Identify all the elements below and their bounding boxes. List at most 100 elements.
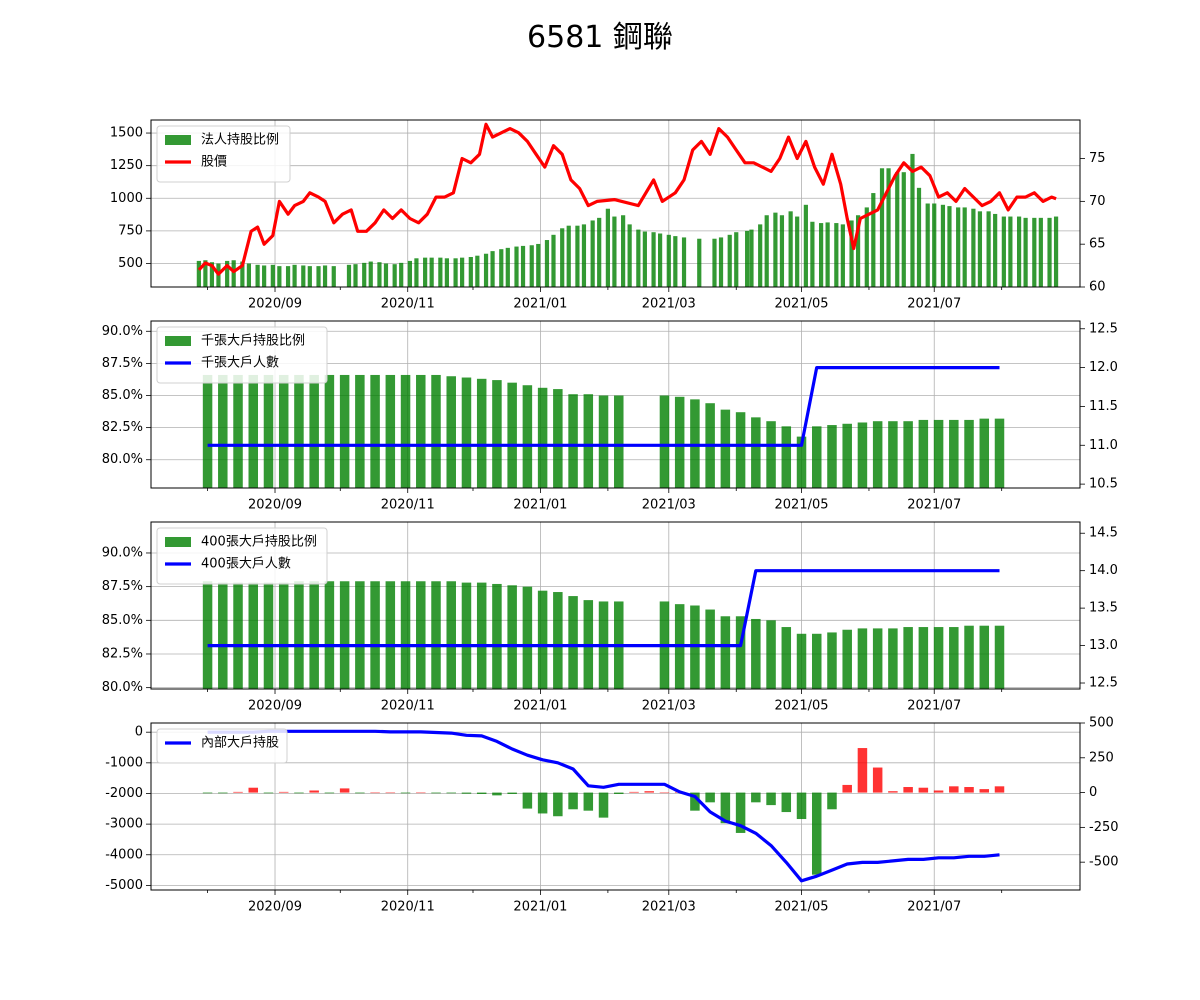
bar [779,215,785,287]
bar [476,378,487,488]
y-left-tick-label: 1250 [110,158,143,173]
bar [842,629,852,689]
x-tick-label: 2021/03 [642,498,696,513]
bar [796,792,807,820]
bar [605,208,610,287]
bar [933,419,944,488]
bar [962,207,967,287]
bar [568,394,578,488]
bar [720,792,731,824]
bar [825,222,830,287]
bar [202,374,213,488]
bar [840,224,845,287]
y-left-tick-label: 87.5% [102,356,143,371]
y-right-tick-label: 11.0 [1089,438,1118,453]
bar [461,792,472,794]
x-tick-label: 2020/11 [381,699,435,714]
bar [659,395,670,488]
y-left-tick-label: 85.0% [102,613,143,628]
bar [240,261,245,287]
bar [377,262,382,287]
axes-frame [150,722,1081,891]
bar [385,581,396,689]
bar [827,425,837,488]
bar [949,419,959,488]
bar [414,258,419,287]
y-left-tick-label: 80.0% [102,680,143,695]
y-right-tick-label: -500 [1089,855,1119,870]
bar [583,394,594,488]
bar [537,792,548,814]
legend-swatch-bar [165,537,191,547]
bar [827,792,837,810]
bar [781,627,792,689]
bar [659,792,670,794]
bar [964,419,974,488]
bar [1001,216,1006,287]
bar [818,223,824,287]
y-left-tick-label: 82.5% [102,420,143,435]
bar [735,616,746,689]
bar [735,412,746,488]
figure-title: 6581 鋼聯 [527,20,673,55]
bar [811,426,822,488]
bar [940,204,946,287]
bar [551,234,556,287]
bar [483,253,489,287]
bar [598,792,609,818]
bar [932,203,937,287]
bar [460,257,465,287]
bar [294,581,304,689]
bar [316,266,321,287]
bar [751,618,761,689]
bar [324,581,335,689]
bar [362,262,367,287]
bar [705,609,715,689]
bar [309,581,319,689]
bar [735,792,746,833]
legend-label: 千張大戶人數 [201,356,279,371]
bar [383,263,389,287]
x-tick-label: 2020/11 [381,498,435,513]
bar [233,582,243,689]
bar [355,374,365,488]
bar [461,377,472,488]
bar [353,264,358,287]
y-left-tick-label: -1000 [105,755,143,770]
bar [233,791,243,793]
bar [627,224,632,287]
bar [225,260,230,287]
bar [416,374,426,488]
bar [339,581,350,689]
bar [681,237,687,287]
y-right-tick-label: 14.0 [1089,563,1118,578]
bar [697,238,702,287]
bar [278,791,289,793]
bar [339,788,350,793]
legend-swatch-bar [165,135,191,145]
bar [614,395,624,488]
bar [566,225,571,287]
bar [879,168,885,287]
bar [964,787,974,793]
panel-1000-lot-holders: 2020/09 2020/11 2021/01 2021/03 2021/05 2021/… [102,320,1118,513]
bar [231,260,236,287]
bar [636,229,641,287]
bar [339,374,350,488]
bar [727,234,732,287]
bar [849,220,854,287]
bar [431,792,441,794]
bar [553,389,563,488]
panel-400-lot-holders: 2020/09 2020/11 2021/01 2021/03 2021/05 2021/… [102,521,1118,714]
bar [368,261,373,287]
bar [766,792,776,806]
bar [202,792,213,794]
legend-swatch-bar [165,336,191,346]
bar [734,232,739,287]
bar [568,596,578,689]
panel-insider-holding: 2020/09 2020/11 2021/01 2021/03 2021/05 2021/… [105,716,1118,915]
bar [651,232,656,287]
y-right-tick-label: 0 [1089,785,1097,800]
bar [507,792,517,794]
